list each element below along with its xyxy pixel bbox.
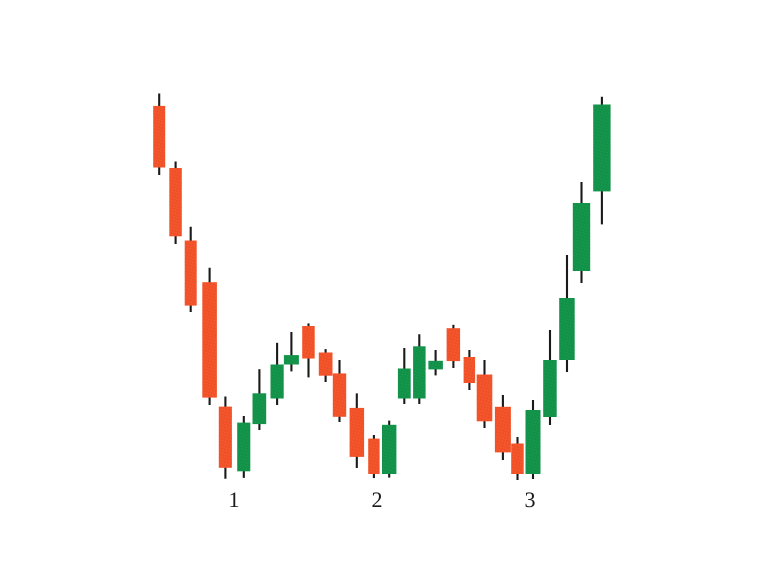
svg-text:1: 1: [229, 487, 240, 512]
svg-text:2: 2: [372, 487, 383, 512]
svg-text:3: 3: [525, 487, 536, 512]
